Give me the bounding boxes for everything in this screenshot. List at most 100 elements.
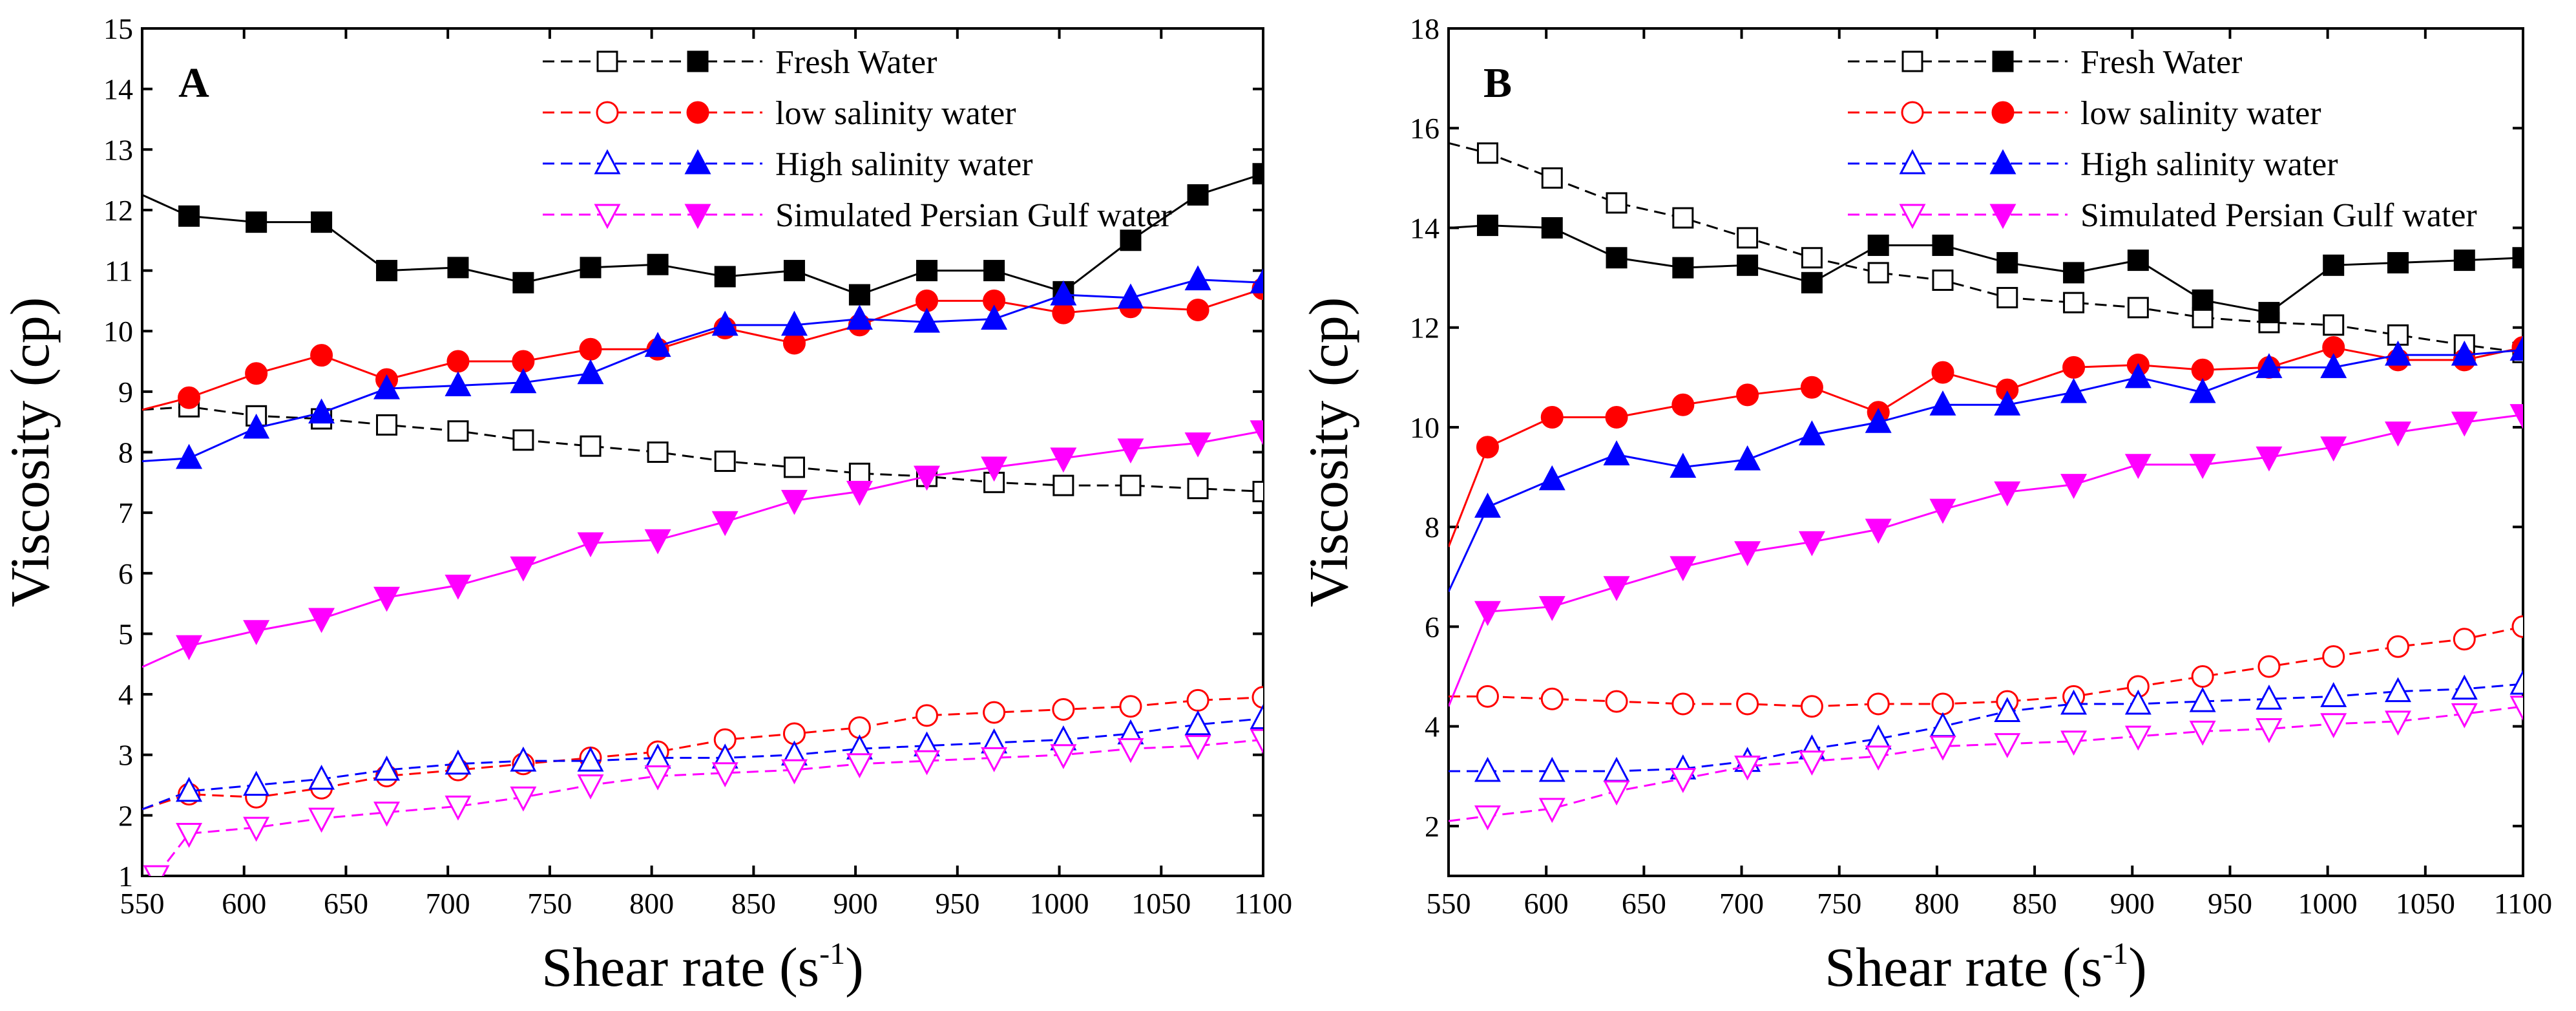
data-point [916, 704, 938, 727]
data-point [914, 307, 940, 333]
data-point [2384, 677, 2411, 703]
x-tick-label: 650 [324, 887, 368, 920]
data-point [1670, 768, 1697, 793]
data-point [445, 575, 472, 600]
data-point [246, 211, 267, 233]
data-point [1538, 596, 1565, 621]
data-point [243, 413, 270, 439]
y-tick-label: 5 [118, 617, 133, 650]
data-point [1250, 420, 1263, 445]
series-line-simulated-persian-gulf-water-filled [142, 430, 1263, 668]
panel-b: 2 4 6 8 10 12 14 16 18 550 600 650 700 750 800 850 900 95… [1297, 12, 2552, 998]
data-point [1252, 480, 1263, 502]
data-point [2451, 411, 2478, 437]
data-point [2060, 730, 2088, 756]
data-point [714, 451, 736, 473]
data-point [2509, 335, 2523, 361]
x-tick-label: 1100 [1234, 887, 1292, 920]
data-point [1184, 265, 1211, 291]
data-point [143, 865, 170, 876]
data-point [2258, 302, 2280, 324]
data-point [2189, 720, 2216, 746]
data-point [2320, 436, 2347, 462]
data-point [848, 462, 870, 484]
y-tick-label: 12 [103, 194, 133, 227]
data-point [846, 753, 873, 778]
data-point [2509, 669, 2523, 695]
data-point [2060, 474, 2088, 499]
data-point [1050, 447, 1077, 473]
data-point [2127, 297, 2149, 319]
legend-marker-filled [684, 204, 711, 229]
data-point [1474, 756, 1501, 782]
data-point [1252, 163, 1263, 185]
data-point [308, 807, 335, 833]
series-line-low-salinity-water-filled [1449, 346, 2523, 548]
data-point [580, 257, 602, 279]
data-point [243, 816, 270, 842]
y-tick-label: 4 [118, 678, 133, 711]
x-tick-label: 600 [1524, 887, 1569, 920]
data-point [447, 420, 469, 442]
legend-marker-open [1899, 149, 1926, 175]
data-point [2451, 674, 2478, 700]
y-tick-label: 10 [103, 315, 133, 348]
data-point [1052, 474, 1074, 496]
data-point [1929, 735, 1956, 761]
data-point [176, 822, 203, 848]
data-point [1865, 745, 1892, 771]
data-point [1994, 390, 2021, 416]
data-point [711, 511, 738, 537]
data-point [2320, 353, 2347, 378]
data-point [510, 786, 537, 812]
data-point [1734, 541, 1761, 566]
data-point [1929, 712, 1956, 738]
x-tick-label: 950 [2208, 887, 2252, 920]
data-point [1736, 383, 1759, 407]
series-line-high-salinity-water-filled [142, 279, 1263, 463]
series-line-high-salinity-water-open [1449, 683, 2523, 772]
data-point [2256, 685, 2283, 710]
legend-marker-filled [687, 50, 709, 72]
data-point [1603, 756, 1630, 782]
data-point [1050, 280, 1077, 306]
data-point [1867, 234, 1889, 256]
data-point [1187, 184, 1209, 206]
data-point [577, 359, 604, 385]
data-point [1865, 518, 1892, 544]
data-point [1476, 685, 1499, 708]
data-point [178, 386, 201, 409]
y-tick-label: 14 [1410, 211, 1440, 244]
data-point [2060, 689, 2088, 715]
data-point [1117, 283, 1144, 309]
data-point [1538, 756, 1565, 782]
y-tick-label: 15 [103, 12, 133, 45]
data-point [2192, 289, 2214, 311]
series-line-low-salinity-water-open [142, 696, 1263, 811]
data-point [2256, 446, 2283, 472]
data-point [2257, 655, 2281, 678]
panel-label: B [1483, 59, 1512, 107]
data-point [1184, 432, 1211, 458]
series-line-high-salinity-water-filled [1449, 348, 2523, 593]
panel-label: A [178, 59, 209, 107]
data-point [1606, 192, 1628, 214]
data-point [916, 260, 937, 282]
data-point [243, 620, 270, 645]
y-tick-label: 16 [1410, 112, 1440, 145]
x-tick-label: 1000 [2298, 887, 2358, 920]
data-point [373, 802, 401, 827]
data-point [445, 795, 472, 821]
y-axis-title: Viscosity (cp) [1297, 297, 1359, 608]
data-point [1250, 268, 1263, 293]
data-point [1800, 695, 1823, 718]
data-point [848, 284, 870, 306]
data-point [1737, 227, 1759, 249]
data-point [711, 762, 738, 788]
data-point [1737, 254, 1759, 276]
data-point [1931, 692, 1954, 716]
x-axis-title: Shear rate (s-1) [541, 936, 863, 998]
data-point [1865, 408, 1892, 433]
legend-marker-open [1901, 50, 1923, 72]
